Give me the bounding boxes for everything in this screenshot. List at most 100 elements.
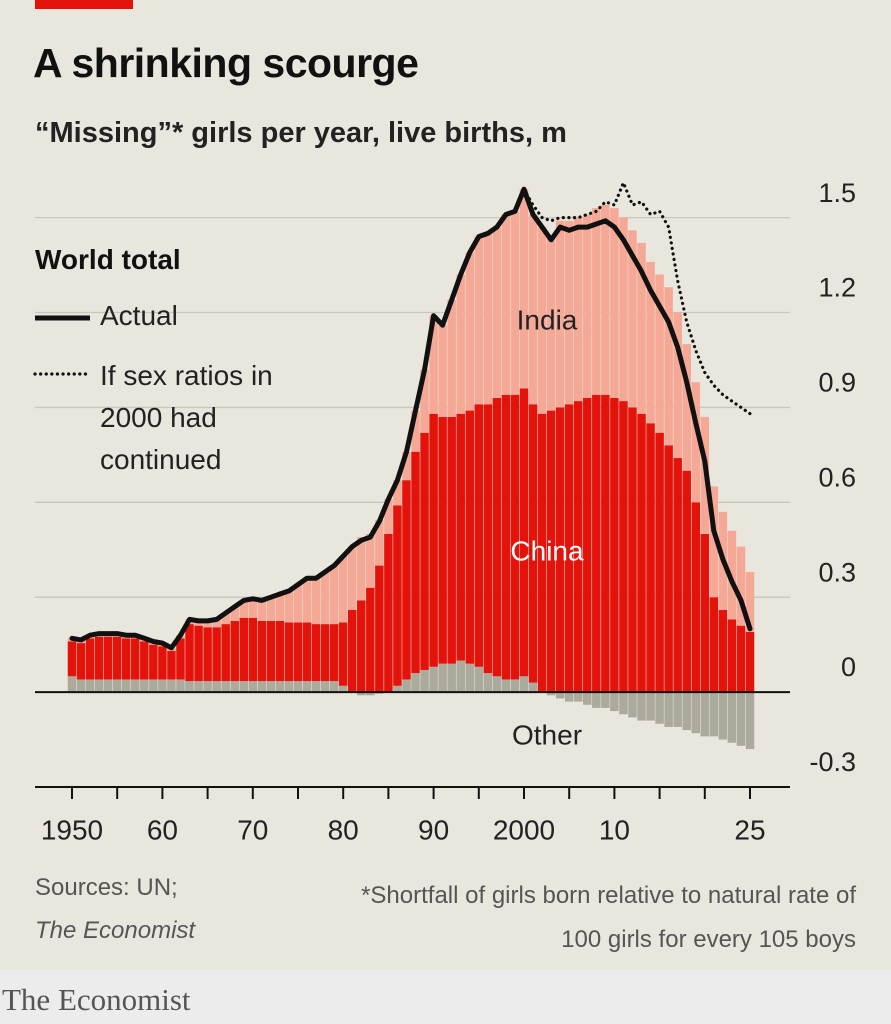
bar-segment (212, 619, 221, 628)
bar-segment (311, 578, 321, 625)
bar-segment (248, 598, 258, 618)
bar-segment (492, 227, 502, 398)
bar-segment (447, 663, 456, 693)
bar-segment (718, 692, 728, 740)
bar-segment (230, 681, 239, 693)
bar-segment (103, 636, 113, 680)
bar-segment (293, 622, 303, 682)
bar-segment (320, 624, 330, 682)
series-label: China (510, 535, 584, 566)
bar-segment (691, 382, 701, 503)
bar-segment (709, 486, 719, 598)
bar-segment (528, 404, 538, 683)
bar-segment (320, 571, 330, 625)
chart-subtitle: “Missing”* girls per year, live births, … (35, 117, 567, 149)
bar-segment (519, 676, 529, 693)
y-tick-label: -0.3 (809, 747, 856, 777)
bar-segment (510, 211, 520, 395)
bar-segment (438, 663, 447, 693)
bar-segment (375, 519, 384, 566)
bar-segment (528, 682, 538, 693)
bar-segment (167, 650, 176, 680)
bar-segment (592, 692, 601, 708)
bar-segment (583, 397, 592, 693)
bar-segment (67, 676, 77, 693)
line-series (522, 181, 752, 416)
bar-segment (67, 641, 77, 677)
bar-segment (131, 638, 140, 680)
bar-segment (474, 666, 484, 693)
bar-segment (357, 692, 366, 696)
bar-segment (519, 189, 529, 389)
bar-segment (302, 681, 312, 693)
bar-segment (76, 643, 86, 680)
bar-segment (221, 613, 230, 625)
bar-segment (158, 646, 167, 680)
bar-segment (94, 679, 104, 693)
bar-segment (176, 638, 185, 680)
bar-segment (601, 394, 610, 693)
bar-segment (483, 233, 493, 405)
bar-segment (528, 214, 538, 405)
bar-segment (745, 632, 755, 693)
bar-segment (257, 600, 267, 621)
source-publication: The Economist (35, 917, 196, 944)
bar-segment (158, 679, 167, 693)
bar-segment (682, 470, 691, 693)
bar-segment (429, 315, 438, 414)
bar-segment (465, 252, 475, 411)
bar-segment (366, 692, 375, 696)
bar-segment (537, 413, 547, 693)
bar-segment (564, 404, 574, 693)
bar-segment (85, 679, 95, 693)
brand-bar (35, 0, 133, 9)
bar-segment (375, 565, 384, 693)
bar-segment (347, 609, 357, 693)
bar-segment (583, 692, 592, 705)
bar-segment (420, 432, 429, 670)
sources: Sources: UN; (35, 874, 178, 901)
bar-segment (646, 261, 655, 424)
bar-segment (673, 692, 682, 727)
bar-segment (212, 681, 221, 693)
y-tick-label: 0.9 (818, 368, 856, 398)
bar-segment (519, 388, 529, 677)
bar-segment (411, 451, 420, 674)
bar-segment (239, 617, 249, 682)
bar-segment (384, 499, 393, 534)
bar-segment (302, 578, 312, 623)
bar-segment (736, 546, 746, 626)
bar-segment (176, 679, 185, 693)
x-tick-label: 10 (599, 814, 630, 845)
bar-segment (131, 679, 140, 693)
bar-segment (483, 673, 493, 693)
bar-segment (447, 416, 456, 664)
series-label: Other (512, 719, 582, 750)
bar-segment (284, 622, 294, 682)
bar-segment (610, 208, 619, 398)
bar-segment (420, 369, 429, 433)
bar-segment (411, 410, 420, 452)
bar-segment (248, 681, 258, 693)
bar-segment (628, 230, 637, 408)
bar-segment (447, 299, 456, 417)
x-tick-label: 25 (734, 814, 765, 845)
bar-segment (682, 344, 691, 471)
bar-segment (347, 546, 357, 610)
bar-segment (149, 679, 158, 693)
bar-segment (140, 641, 149, 680)
bar-segment (546, 410, 556, 693)
bar-segment (429, 666, 438, 693)
y-tick-label: 0 (841, 652, 856, 682)
bar-segment (700, 533, 710, 693)
bar-segment (700, 692, 710, 737)
bar-segment (194, 625, 203, 682)
bar-segment (366, 533, 375, 588)
bar-segment (637, 692, 646, 721)
y-tick-label: 1.2 (818, 273, 856, 303)
bar-segment (555, 407, 565, 693)
bar-segment (402, 480, 411, 680)
x-tick-label: 60 (147, 814, 178, 845)
y-tick-label: 0.6 (818, 462, 856, 492)
bar-segment (727, 692, 737, 743)
